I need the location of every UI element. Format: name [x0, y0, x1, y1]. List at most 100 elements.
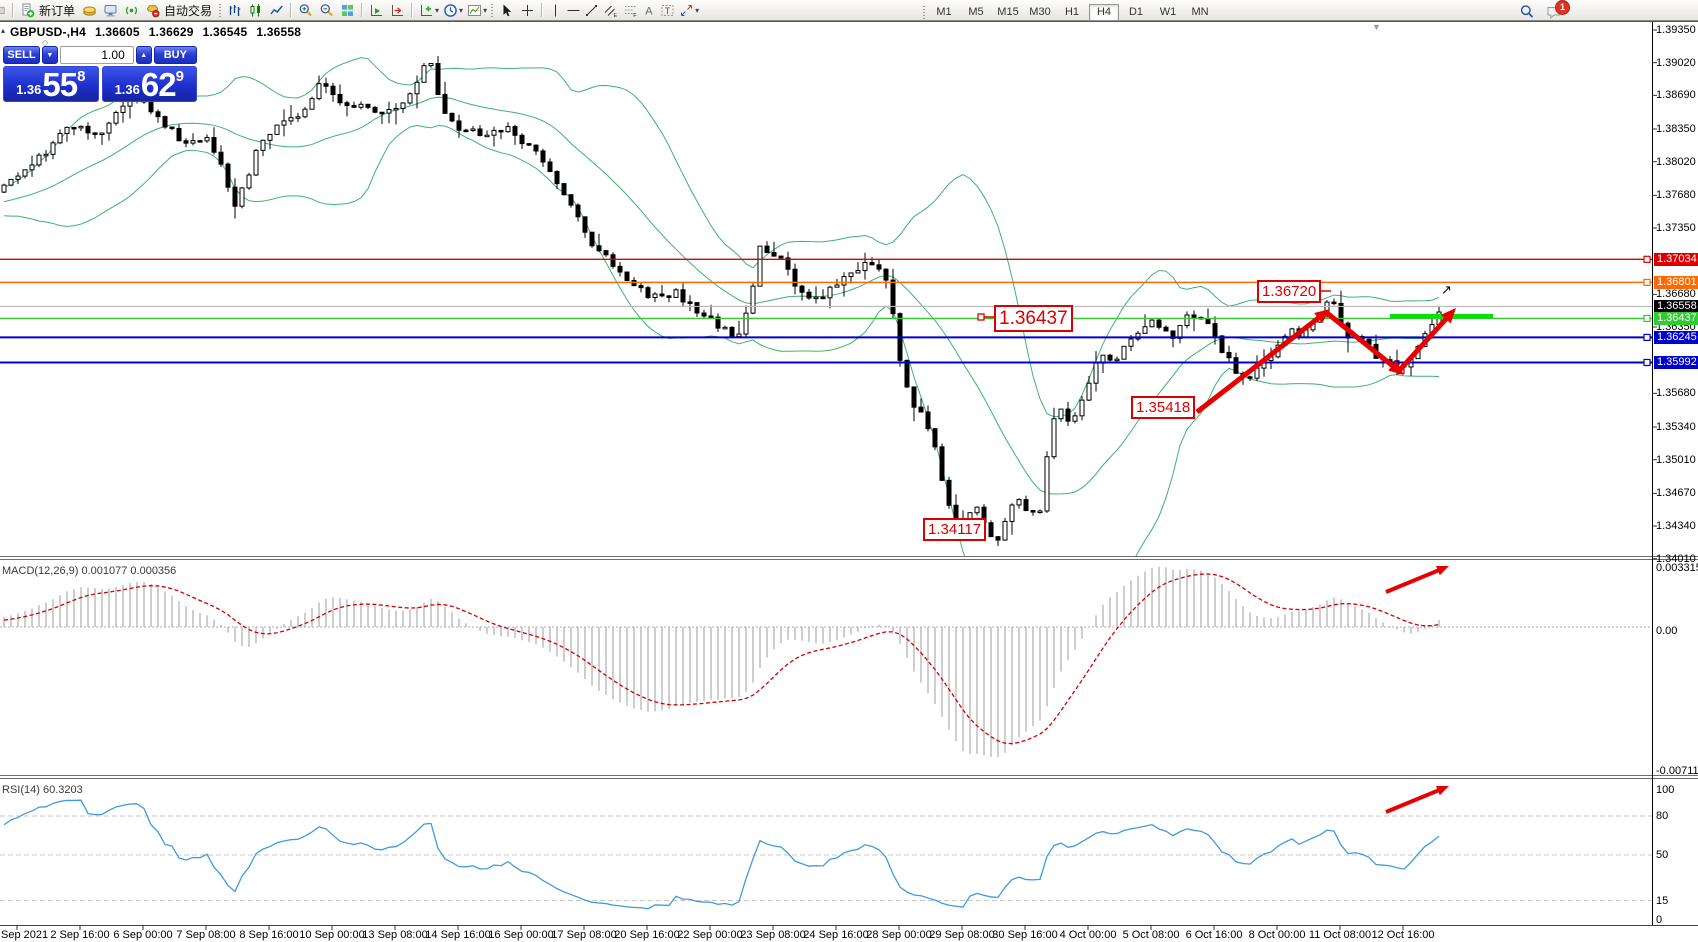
- signal-icon[interactable]: [121, 2, 142, 19]
- price-annotation[interactable]: 1.34117: [923, 518, 987, 541]
- buy-price-big: 62: [140, 66, 177, 103]
- price-line-label[interactable]: 1.37034: [1654, 252, 1698, 266]
- timeframe-mn[interactable]: MN: [1191, 6, 1209, 18]
- periods-icon[interactable]: [440, 2, 461, 19]
- rsi-level-label: 100: [1656, 784, 1675, 796]
- quote-line: GBPUSD-,H4 1.36605 1.36629 1.36545 1.36558: [10, 25, 310, 39]
- chart-clipped-icon[interactable]: [0, 2, 9, 19]
- timeframe-m15[interactable]: M15: [997, 6, 1019, 18]
- rsi-level-label: 50: [1656, 849, 1669, 861]
- date-tick-label: 6 Oct 16:00: [1185, 929, 1243, 941]
- price-line-label[interactable]: 1.36437: [1654, 311, 1698, 325]
- arrows-icon[interactable]: [676, 2, 697, 19]
- timeframe-w1[interactable]: W1: [1159, 6, 1177, 18]
- price-tick-label: 1.34010: [1656, 552, 1696, 565]
- text-label-icon[interactable]: T: [658, 2, 676, 19]
- sell-price-sup: 8: [77, 68, 86, 85]
- volume-down-button[interactable]: ▼: [41, 46, 58, 64]
- text-icon[interactable]: A: [640, 2, 658, 19]
- symbol-name: GBPUSD-,H4: [10, 25, 87, 39]
- toolbar-separator: [361, 3, 364, 17]
- sell-button[interactable]: SELL: [3, 46, 40, 64]
- toolbar-grip: [922, 5, 926, 19]
- price-annotation[interactable]: 1.36437: [994, 305, 1073, 332]
- volume-up-button[interactable]: ▲: [135, 46, 152, 64]
- crosshair-icon[interactable]: [517, 2, 538, 19]
- price-annotation[interactable]: 1.35418: [1131, 396, 1196, 419]
- quote-direction-icon: ▴: [1, 26, 6, 35]
- toolbar-left-group: 新订单 自动交易: [0, 0, 700, 20]
- new-order-button[interactable]: 新订单: [39, 3, 76, 18]
- notification-badge[interactable]: 1: [1555, 0, 1570, 15]
- chevron-down-icon[interactable]: ▾: [459, 6, 464, 15]
- chart-shift-icon[interactable]: [387, 2, 408, 19]
- price-annotation[interactable]: 1.36720: [1257, 280, 1322, 303]
- price-tick-label: 1.38350: [1656, 123, 1696, 135]
- date-tick-label: 6 Sep 00:00: [113, 929, 173, 941]
- terminal-icon[interactable]: [100, 2, 121, 19]
- zoom-in-icon[interactable]: [295, 2, 316, 19]
- trendline-icon[interactable]: [582, 2, 600, 19]
- price-line-label[interactable]: 1.36801: [1654, 275, 1698, 289]
- new-order-icon[interactable]: [17, 2, 38, 19]
- price-line-label[interactable]: 1.36245: [1654, 330, 1698, 344]
- timeframe-m5[interactable]: M5: [968, 6, 984, 18]
- fibonacci-icon[interactable]: F: [620, 2, 640, 19]
- date-tick-label: 5 Oct 08:00: [1122, 929, 1180, 941]
- svg-text:A: A: [645, 5, 653, 17]
- add-indicator-icon[interactable]: [416, 2, 437, 19]
- auto-trading-icon[interactable]: [142, 2, 163, 19]
- svg-text:T: T: [664, 6, 670, 16]
- templates-icon[interactable]: [464, 2, 485, 19]
- coin-icon[interactable]: [79, 2, 100, 19]
- date-tick-label: 11 Oct 08:00: [1308, 929, 1372, 941]
- chat-icon[interactable]: 1: [1543, 0, 1570, 21]
- date-tick-label: 10 Sep 00:00: [299, 929, 365, 941]
- chart-autoscroll-icon[interactable]: [366, 2, 387, 19]
- line-chart-icon[interactable]: [266, 2, 287, 19]
- toolbar-grip: [490, 3, 495, 17]
- timeframe-d1[interactable]: D1: [1128, 6, 1144, 18]
- one-click-toggle-icon[interactable]: ◇: [42, 38, 49, 47]
- chevron-down-icon[interactable]: ▾: [435, 6, 440, 15]
- timeframe-h4[interactable]: H4: [1089, 3, 1119, 21]
- chevron-down-icon[interactable]: ▾: [483, 6, 488, 15]
- vertical-line-icon[interactable]: [546, 2, 564, 19]
- date-tick-label: 2 Sep 16:00: [50, 929, 110, 941]
- candlestick-chart-icon[interactable]: [245, 2, 266, 19]
- price-tick-label: 1.35010: [1656, 453, 1696, 466]
- date-tick-label: 13 Sep 08:00: [362, 929, 428, 941]
- sell-price-big: 55: [42, 66, 78, 103]
- sell-price-tile[interactable]: 1.36 55 8: [3, 66, 99, 102]
- rsi-indicator-label: RSI(14) 60.3203: [2, 784, 83, 796]
- equidistant-channel-icon[interactable]: E: [600, 2, 620, 19]
- auto-trading-button[interactable]: 自动交易: [164, 3, 213, 18]
- price-line-label[interactable]: 1.36558: [1654, 299, 1698, 313]
- volume-input[interactable]: [59, 46, 134, 64]
- toolbar: 新订单 自动交易: [0, 0, 1698, 21]
- price-tick-label: 1.35680: [1656, 387, 1696, 400]
- date-tick-label: 20 Sep 16:00: [614, 929, 680, 941]
- chevron-down-icon[interactable]: ▾: [695, 6, 700, 15]
- cursor-icon[interactable]: [496, 2, 517, 19]
- zoom-out-icon[interactable]: [316, 2, 337, 19]
- chart-top-marker-icon: ▼: [1372, 22, 1381, 32]
- buy-price-tile[interactable]: 1.36 62 9: [101, 66, 197, 103]
- timeframe-m1[interactable]: M1: [936, 6, 952, 18]
- date-tick-label: 4 Oct 00:00: [1059, 929, 1117, 941]
- bar-chart-icon[interactable]: [224, 2, 245, 19]
- rsi-level-label: 80: [1656, 810, 1669, 822]
- timeframe-h1[interactable]: H1: [1064, 6, 1080, 18]
- horizontal-line-icon[interactable]: [564, 2, 582, 19]
- quote-low: 1.36545: [202, 25, 248, 39]
- search-icon[interactable]: [1516, 4, 1537, 21]
- tile-windows-icon[interactable]: [337, 2, 358, 19]
- toolbar-right-group: 1: [1516, 0, 1570, 22]
- buy-button[interactable]: BUY: [153, 46, 198, 64]
- toolbar-separator: [12, 3, 14, 17]
- timeframe-m30[interactable]: M30: [1029, 6, 1051, 18]
- price-line-label[interactable]: 1.35992: [1654, 355, 1698, 369]
- date-tick-label: 8 Sep 16:00: [239, 929, 299, 941]
- rsi-level-label: 15: [1656, 894, 1669, 907]
